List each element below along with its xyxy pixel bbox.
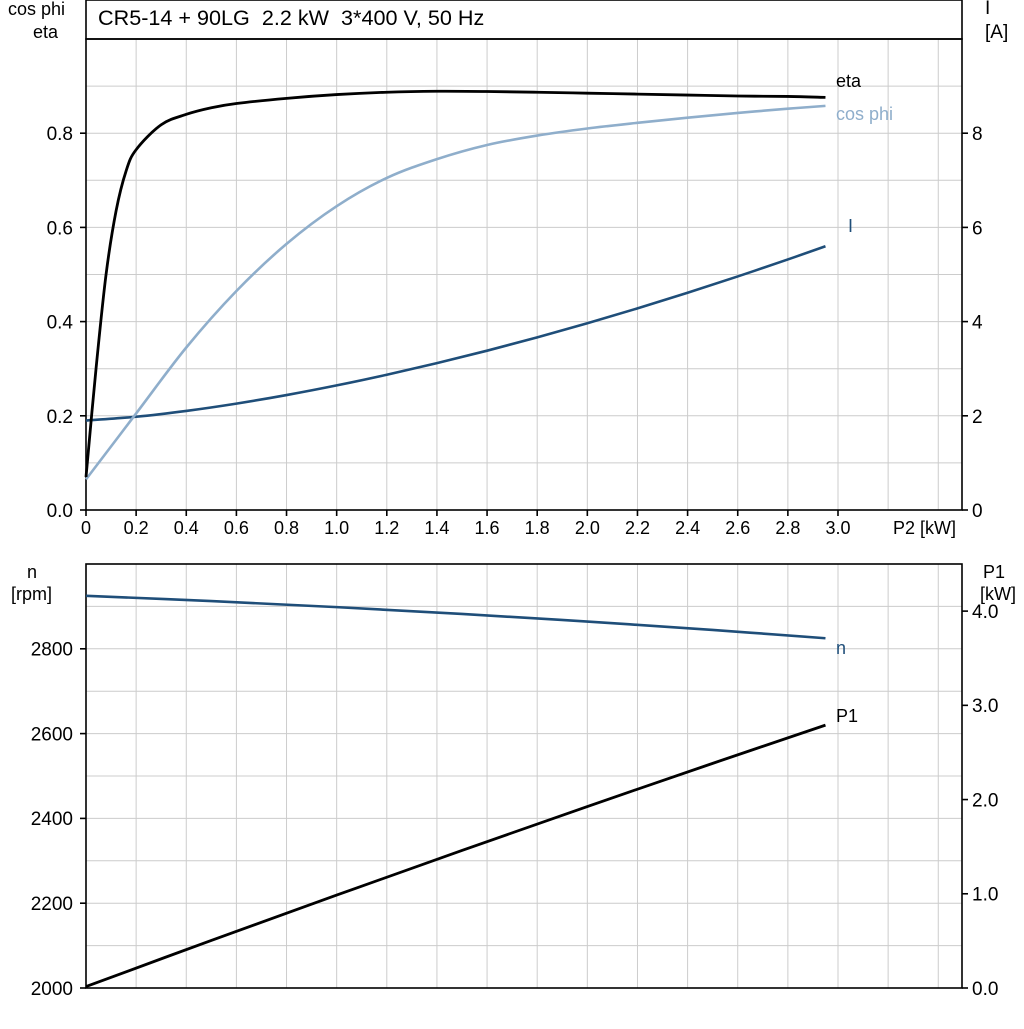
- svg-text:0: 0: [972, 501, 983, 522]
- svg-text:2.0: 2.0: [575, 518, 600, 538]
- svg-text:CR5-14 + 90LG 2.2 kW 3*400 V: CR5-14 + 90LG 2.2 kW 3*400 V, 50 Hz: [98, 5, 484, 30]
- svg-text:1.4: 1.4: [424, 518, 449, 538]
- svg-text:0.4: 0.4: [47, 313, 74, 334]
- svg-text:3.0: 3.0: [972, 696, 998, 717]
- svg-text:2600: 2600: [31, 724, 73, 745]
- svg-text:I: I: [848, 216, 853, 236]
- svg-text:0.8: 0.8: [47, 124, 73, 145]
- svg-text:eta: eta: [33, 22, 59, 42]
- svg-text:[rpm]: [rpm]: [11, 584, 52, 604]
- svg-text:eta: eta: [836, 71, 862, 91]
- svg-text:4.0: 4.0: [972, 602, 998, 623]
- svg-text:0.6: 0.6: [224, 518, 249, 538]
- svg-text:3.0: 3.0: [825, 518, 850, 538]
- svg-text:2800: 2800: [31, 640, 73, 661]
- svg-text:1.0: 1.0: [972, 885, 998, 906]
- svg-text:0.4: 0.4: [174, 518, 199, 538]
- svg-text:2.8: 2.8: [775, 518, 800, 538]
- svg-text:2400: 2400: [31, 809, 73, 830]
- svg-text:1.2: 1.2: [374, 518, 399, 538]
- svg-text:0.0: 0.0: [47, 501, 73, 522]
- svg-text:2.6: 2.6: [725, 518, 750, 538]
- svg-text:2.2: 2.2: [625, 518, 650, 538]
- svg-text:2.4: 2.4: [675, 518, 700, 538]
- svg-text:[kW]: [kW]: [980, 584, 1016, 604]
- svg-text:n: n: [27, 562, 37, 582]
- svg-text:0.6: 0.6: [47, 218, 73, 239]
- svg-text:2.0: 2.0: [972, 790, 998, 811]
- svg-text:6: 6: [972, 218, 983, 239]
- svg-text:P1: P1: [983, 562, 1005, 582]
- svg-text:I: I: [985, 0, 990, 19]
- svg-text:1.8: 1.8: [525, 518, 550, 538]
- svg-text:cos phi: cos phi: [8, 0, 65, 19]
- svg-text:1.0: 1.0: [324, 518, 349, 538]
- svg-text:8: 8: [972, 124, 983, 145]
- svg-text:0.2: 0.2: [124, 518, 149, 538]
- svg-text:n: n: [836, 638, 846, 658]
- svg-text:2: 2: [972, 407, 983, 428]
- svg-text:P1: P1: [836, 706, 858, 726]
- svg-text:0.0: 0.0: [972, 979, 998, 1000]
- svg-text:[A]: [A]: [985, 22, 1008, 43]
- svg-text:2200: 2200: [31, 894, 73, 915]
- svg-text:0.8: 0.8: [274, 518, 299, 538]
- svg-text:P2 [kW]: P2 [kW]: [893, 518, 956, 538]
- svg-text:0.2: 0.2: [47, 407, 73, 428]
- svg-text:1.6: 1.6: [475, 518, 500, 538]
- svg-text:0: 0: [81, 518, 91, 538]
- svg-text:2000: 2000: [31, 979, 73, 1000]
- svg-text:cos phi: cos phi: [836, 104, 893, 124]
- svg-text:4: 4: [972, 313, 983, 334]
